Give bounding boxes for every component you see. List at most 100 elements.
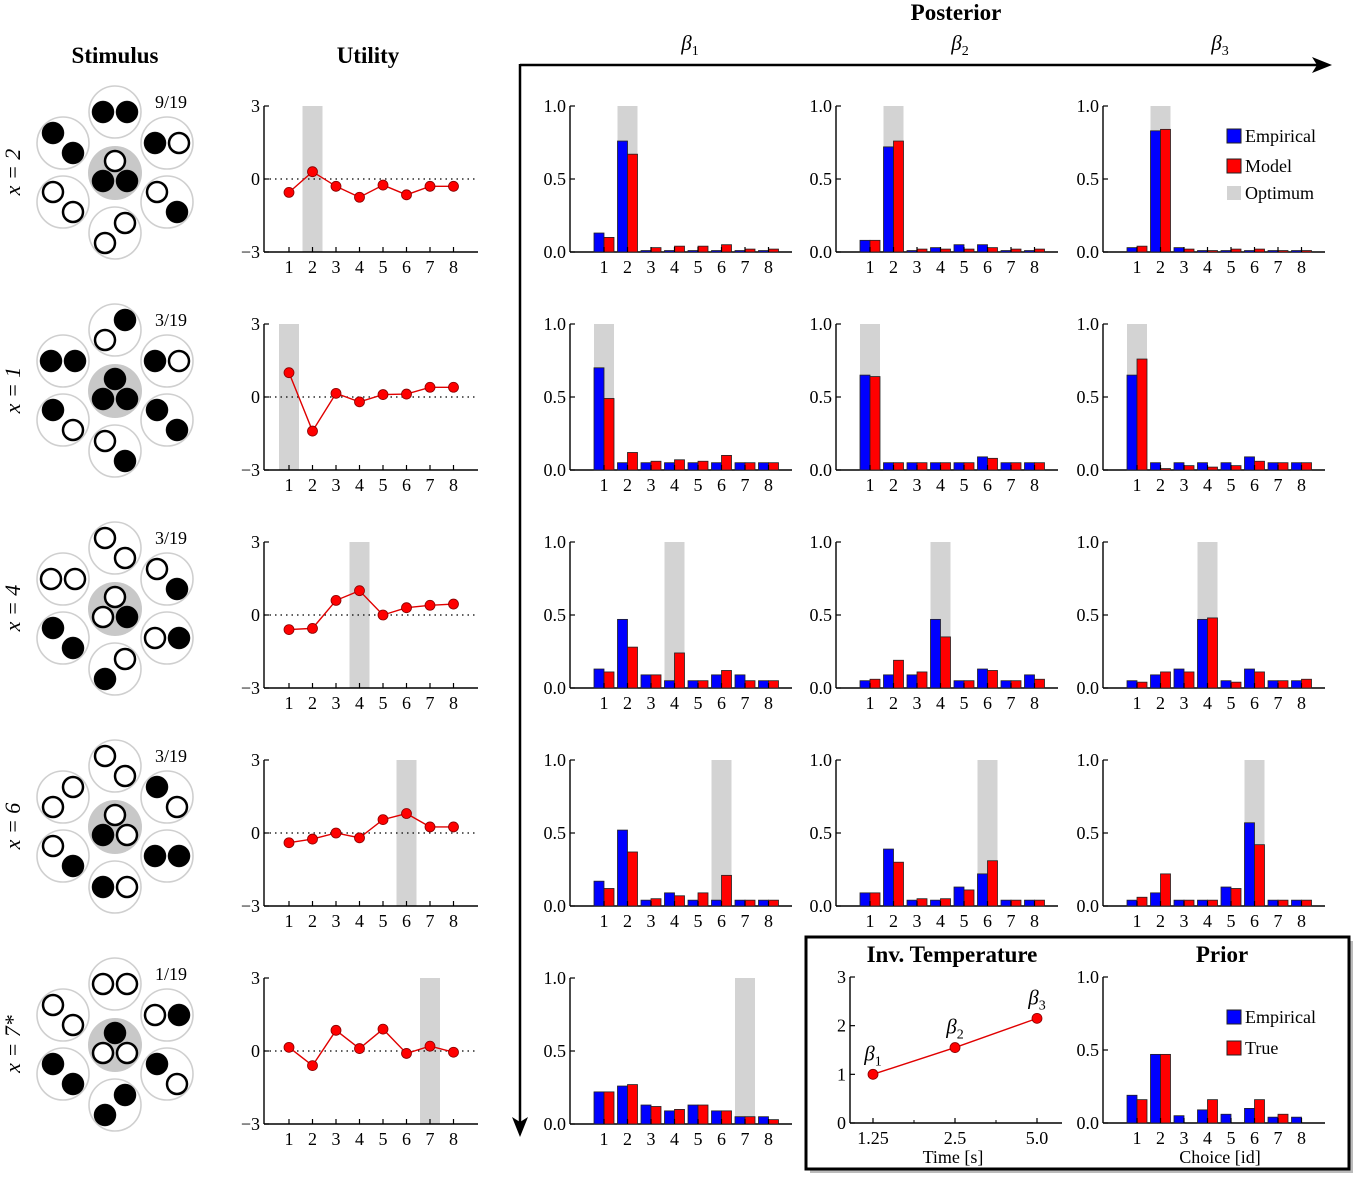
posterior-r4-b2-bar-empirical [953, 886, 965, 907]
posterior-r1-b3-bar-empirical [1173, 247, 1185, 253]
posterior-r4-b2-bar-empirical [1024, 899, 1035, 907]
posterior-r2-b3-ytick-label: 1.0 [1077, 314, 1100, 334]
posterior-r4-b2-xtick-label: 4 [936, 911, 945, 931]
prior-xlabel: Choice [id] [1179, 1147, 1260, 1167]
beta-3-label: β3 [1210, 31, 1228, 59]
posterior-r1-b3-xtick-label: 1 [1133, 257, 1142, 277]
posterior-r5-b1-optimum-band [735, 978, 755, 1124]
posterior-r1-b1-bar-model [721, 244, 732, 253]
posterior-r2-b1-ytick-label: 0.5 [544, 387, 567, 407]
posterior-r4-b1-bar-model [768, 899, 779, 907]
posterior-r4-b1-xtick-label: 1 [600, 911, 609, 931]
legend-model-swatch [1226, 158, 1242, 174]
posterior-r4-b2-bar-empirical [859, 892, 871, 907]
posterior-r4-b1-bar-model [603, 888, 615, 907]
white-dot [115, 823, 139, 847]
utility-xtick-label: 6 [402, 475, 411, 495]
posterior-r3-b2-bar-model [987, 670, 998, 689]
arrow-head-down [512, 1117, 528, 1137]
utility-ytick-label: 0 [251, 823, 260, 843]
posterior-r3-b2-bar-empirical [883, 674, 894, 689]
posterior-r3-b3-bar-model [1277, 680, 1289, 689]
posterior-r2-b2-xtick-label: 8 [1030, 475, 1039, 495]
posterior-r3-b2-xtick-label: 5 [960, 693, 969, 713]
posterior-r1-b3-bar-empirical [1220, 250, 1232, 253]
posterior-r4-b3-bar-model [1301, 899, 1312, 907]
posterior-r4-b1-bar-model [650, 898, 662, 907]
posterior-r1-b1-bar-empirical [758, 250, 769, 253]
posterior-r2-b3-bar-empirical [1244, 456, 1255, 471]
utility-xtick-label: 7 [426, 693, 435, 713]
posterior-r3-b1-bar-model [650, 674, 662, 689]
satellite-circle-upper-left [36, 770, 90, 824]
white-dot [145, 557, 169, 581]
posterior-r1-b3-bar-empirical [1244, 250, 1255, 253]
row-label-5: x = 7* [0, 1015, 25, 1074]
utility-ytick-label: 3 [251, 96, 260, 116]
white-dot [113, 211, 137, 235]
utility-point [424, 381, 436, 393]
utility-xtick-label: 3 [332, 1129, 341, 1149]
utility-point [330, 595, 342, 606]
posterior-r2-b1-bar-empirical [734, 462, 746, 471]
utility-point [424, 1040, 436, 1052]
white-dot [113, 546, 137, 570]
posterior-r2-b1-bar-empirical [617, 462, 628, 471]
utility-line [288, 372, 454, 433]
utility-optimum-band [349, 542, 370, 688]
posterior-r2-b3-xtick-label: 8 [1297, 475, 1306, 495]
posterior-r3-b2-xtick-label: 3 [913, 693, 922, 713]
posterior-r1-b2-bar-empirical [930, 247, 941, 253]
posterior-r1-b2-bar-model [1034, 248, 1045, 253]
posterior-r5-b1-xtick-label: 7 [741, 1129, 750, 1149]
black-dot [165, 418, 189, 442]
inv-temp-ytick-label: 3 [837, 967, 846, 987]
posterior-r3-b1-bar-empirical [593, 668, 605, 689]
utility-ytick-label: −3 [241, 242, 260, 262]
utility-point [401, 808, 412, 819]
posterior-r2-b2-xtick-label: 4 [936, 475, 945, 495]
posterior-r4-b2-bar-empirical [1000, 899, 1012, 907]
utility-point [377, 389, 389, 400]
posterior-r2-b1-bar-model [603, 398, 615, 471]
utility-xtick-label: 3 [332, 475, 341, 495]
black-dot [145, 1052, 169, 1076]
posterior-r4-b3-bar-empirical [1197, 899, 1208, 907]
posterior-r1-b1-bar-empirical [617, 140, 628, 253]
satellite-circle-upper-left [36, 552, 90, 606]
posterior-r2-b2-bar-empirical [977, 456, 988, 471]
posterior-r4-b3-bar-empirical [1173, 899, 1185, 907]
posterior-r3-b3-bar-model [1207, 617, 1218, 689]
posterior-r1-b2-xtick-label: 6 [983, 257, 992, 277]
posterior-r4-b1-bar-empirical [640, 899, 652, 907]
posterior-r2-b3-xtick-label: 3 [1180, 475, 1189, 495]
posterior-r1-b1-bar-model [768, 248, 779, 253]
utility-point [330, 827, 342, 839]
black-dot [113, 449, 137, 473]
utility-point [401, 1048, 412, 1059]
posterior-r3-b1-xtick-label: 1 [600, 693, 609, 713]
posterior-r1-b1-bar-empirical [687, 250, 699, 253]
utility-xtick-label: 5 [379, 693, 388, 713]
posterior-r4-b3-xtick-label: 7 [1274, 911, 1283, 931]
posterior-r3-b2-bar-model [869, 678, 881, 689]
utility-xtick-label: 7 [426, 911, 435, 931]
posterior-r2-b1-bar-empirical [711, 462, 722, 471]
posterior-r1-b3-bar-empirical [1291, 250, 1302, 253]
posterior-r3-b2-ytick-label: 0.0 [810, 678, 833, 698]
stimulus-title: Stimulus [72, 43, 159, 68]
posterior-r3-b1-optimum-band [664, 542, 685, 688]
utility-xtick-label: 2 [308, 257, 317, 277]
black-dot [93, 667, 117, 691]
posterior-r5-b1-xtick-label: 1 [600, 1129, 609, 1149]
utility-xtick-label: 4 [355, 257, 364, 277]
prior-bar-model [1207, 1099, 1218, 1124]
satellite-circle-lower-right [140, 175, 194, 229]
posterior-r2-b1-bar-empirical [758, 462, 769, 471]
posterior-r4-b3-bar-empirical [1220, 886, 1232, 907]
black-dot [41, 398, 65, 422]
black-dot [91, 387, 115, 411]
posterior-r2-b3-bar-model [1160, 468, 1171, 471]
posterior-r5-b1-xtick-label: 6 [717, 1129, 726, 1149]
posterior-r3-b3-ytick-label: 1.0 [1077, 532, 1100, 552]
